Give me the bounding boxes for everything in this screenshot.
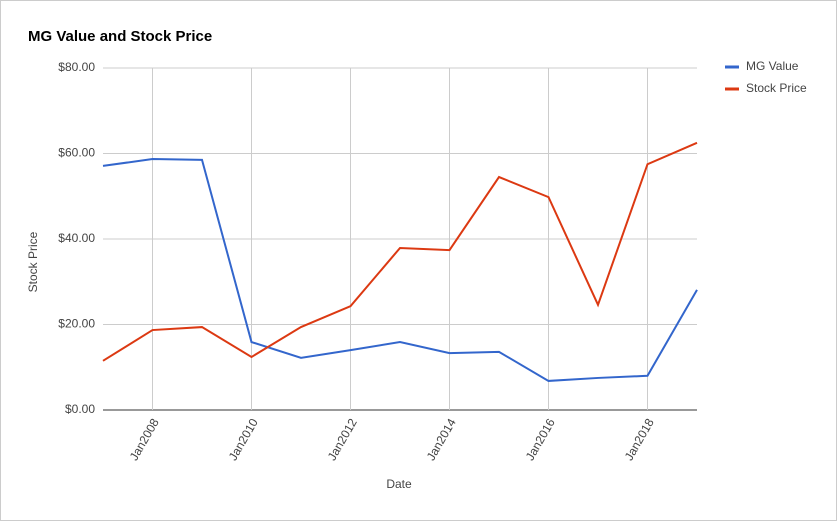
x-axis-title: Date [386, 477, 412, 491]
y-tick-label: $80.00 [58, 60, 95, 74]
series-line [102, 141, 698, 362]
legend-label: MG Value [746, 59, 799, 73]
y-tick-label: $40.00 [58, 231, 95, 245]
y-tick-label: $0.00 [65, 402, 95, 416]
y-tick-label: $20.00 [58, 317, 95, 331]
y-axis-title: Stock Price [26, 231, 40, 292]
chart-title: MG Value and Stock Price [28, 28, 212, 45]
series-line [102, 158, 698, 382]
legend-label: Stock Price [746, 81, 807, 95]
y-tick-label: $60.00 [58, 146, 95, 160]
